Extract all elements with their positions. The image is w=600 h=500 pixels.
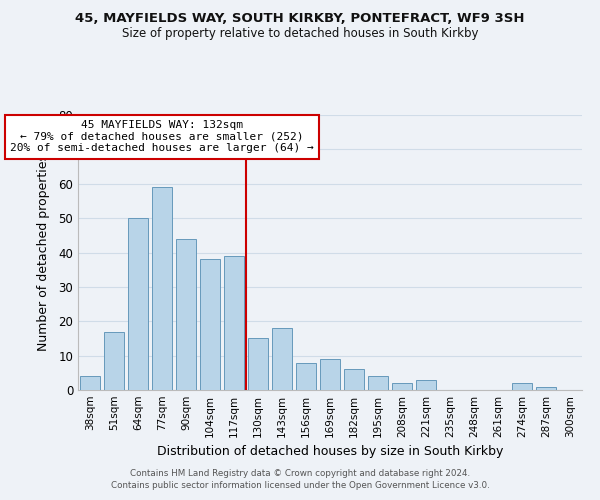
Bar (200, 260, 220, 390)
Bar (320, 359, 340, 390)
Bar (272, 328, 292, 390)
Bar (128, 218, 148, 390)
Y-axis label: Number of detached properties: Number of detached properties (37, 154, 50, 351)
Bar (248, 338, 268, 390)
Bar (176, 239, 196, 390)
Bar (296, 362, 316, 390)
Bar (536, 386, 556, 390)
Bar (344, 370, 364, 390)
Text: Contains public sector information licensed under the Open Government Licence v3: Contains public sector information licen… (110, 481, 490, 490)
Bar (416, 380, 436, 390)
Bar (224, 256, 244, 390)
Text: Size of property relative to detached houses in South Kirkby: Size of property relative to detached ho… (122, 28, 478, 40)
Text: 45 MAYFIELDS WAY: 132sqm
← 79% of detached houses are smaller (252)
20% of semi-: 45 MAYFIELDS WAY: 132sqm ← 79% of detach… (10, 120, 314, 154)
Bar (152, 187, 172, 390)
Bar (512, 383, 532, 390)
X-axis label: Distribution of detached houses by size in South Kirkby: Distribution of detached houses by size … (157, 446, 503, 458)
Bar (368, 376, 388, 390)
Bar (392, 383, 412, 390)
Bar (104, 332, 124, 390)
Text: Contains HM Land Registry data © Crown copyright and database right 2024.: Contains HM Land Registry data © Crown c… (130, 468, 470, 477)
Bar (80, 376, 100, 390)
Text: 45, MAYFIELDS WAY, SOUTH KIRKBY, PONTEFRACT, WF9 3SH: 45, MAYFIELDS WAY, SOUTH KIRKBY, PONTEFR… (75, 12, 525, 26)
